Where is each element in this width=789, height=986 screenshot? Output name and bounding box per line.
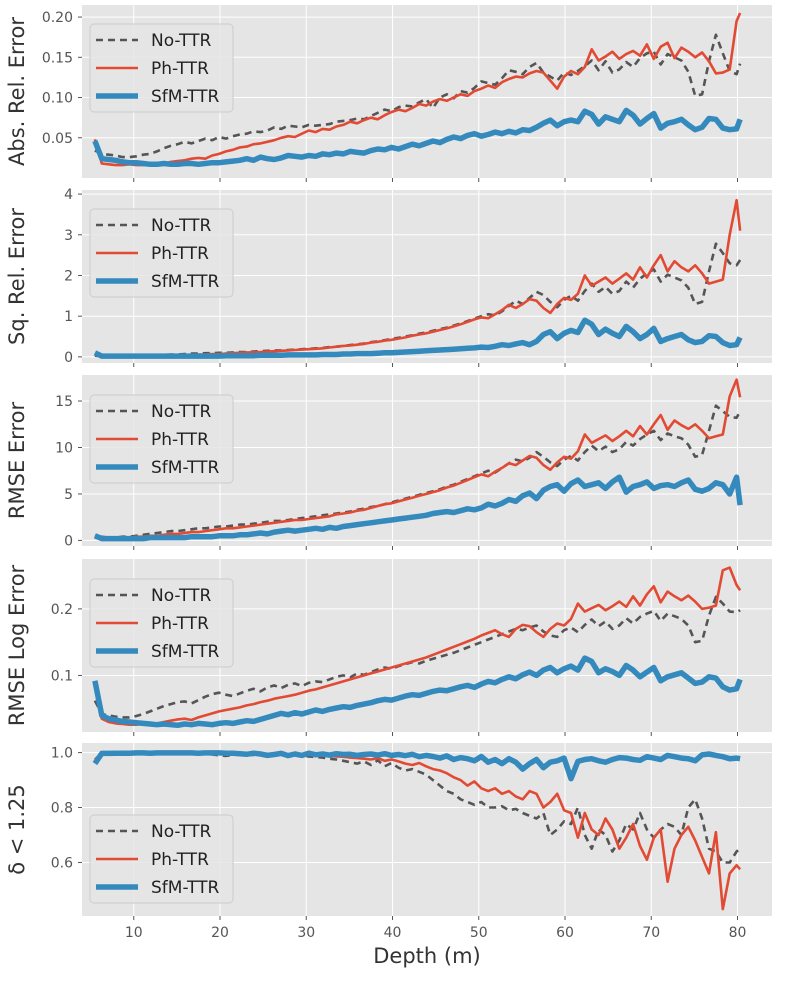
series-line-sfm-ttr	[93, 474, 743, 542]
x-tick-label: 30	[297, 925, 315, 941]
series-line-no-ttr	[94, 33, 742, 159]
y-axis-label: RMSE Log Error	[5, 564, 29, 726]
series-line-no-ttr	[93, 595, 741, 719]
x-tick-label: 80	[729, 925, 747, 941]
legend: No-TTR Ph-TTR SfM-TTR	[89, 814, 234, 904]
series-line-sfm-ttr	[92, 750, 741, 782]
legend: No-TTR Ph-TTR SfM-TTR	[89, 394, 234, 484]
x-tick-label: 50	[470, 925, 488, 941]
legend: No-TTR Ph-TTR SfM-TTR	[89, 208, 234, 298]
y-tick-label: 0	[64, 350, 73, 366]
y-tick-label: 0.05	[42, 131, 73, 147]
legend-label-ph-ttr: Ph-TTR	[151, 59, 209, 79]
legend: No-TTR Ph-TTR SfM-TTR	[89, 23, 234, 113]
y-tick-label: 4	[64, 187, 73, 203]
y-axis-label: δ < 1.25	[5, 784, 29, 875]
x-axis-label: Depth (m)	[373, 944, 480, 968]
legend-label-ph-ttr: Ph-TTR	[151, 614, 209, 634]
legend-label-ph-ttr: Ph-TTR	[151, 850, 209, 870]
x-tick-label: 40	[384, 925, 402, 941]
legend-label-sfm-ttr: SfM-TTR	[151, 642, 219, 662]
legend-label-ph-ttr: Ph-TTR	[151, 244, 209, 264]
series-line-sfm-ttr	[93, 317, 743, 359]
legend-label-sfm-ttr: SfM-TTR	[151, 878, 219, 898]
y-axis-label: RMSE Error	[5, 402, 29, 520]
legend-box	[89, 208, 234, 298]
y-tick-label: 0	[64, 533, 73, 549]
legend-box	[89, 23, 234, 113]
series-line-ph-ttr	[93, 12, 742, 167]
y-tick-label: 0.6	[51, 855, 73, 871]
legend-label-ph-ttr: Ph-TTR	[151, 430, 209, 450]
x-tick-label: 70	[642, 925, 660, 941]
legend-label-sfm-ttr: SfM-TTR	[151, 272, 219, 292]
y-axis-label: Abs. Rel. Error	[5, 17, 29, 166]
panel-3: 0 5 10 15 RMSE Error No-TTR Ph-TTR SfM-TTR	[5, 375, 772, 550]
legend-label-no-ttr: No-TTR	[151, 402, 211, 422]
y-tick-label: 0.1	[51, 668, 73, 684]
x-tick-label: 10	[125, 925, 143, 941]
legend-box	[89, 394, 234, 484]
series-line-ph-ttr	[94, 378, 742, 539]
y-tick-label: 0.20	[42, 10, 73, 26]
y-tick-label: 0.8	[51, 801, 73, 817]
y-tick-label: 5	[64, 487, 73, 503]
legend-label-sfm-ttr: SfM-TTR	[151, 87, 219, 107]
legend-label-no-ttr: No-TTR	[151, 822, 211, 842]
panel-1: 0.05 0.10 0.15 0.20 Abs. Rel. Error No-TTR Ph-…	[5, 5, 772, 182]
y-tick-label: 1	[64, 309, 73, 325]
y-tick-label: 10	[55, 440, 73, 456]
y-tick-label: 2	[64, 268, 73, 284]
y-axis-label: Sq. Rel. Error	[5, 208, 29, 345]
panel-4: 0.1 0.2 RMSE Log Error No-TTR Ph-TTR SfM-TTR	[5, 559, 772, 736]
series-line-sfm-ttr	[92, 107, 743, 168]
legend-box	[89, 814, 234, 904]
legend: No-TTR Ph-TTR SfM-TTR	[89, 578, 234, 668]
legend-label-no-ttr: No-TTR	[151, 586, 211, 606]
x-tick-label: 60	[556, 925, 574, 941]
x-tick-label: 20	[211, 925, 229, 941]
y-tick-label: 0.10	[42, 91, 73, 107]
legend-label-sfm-ttr: SfM-TTR	[151, 458, 219, 478]
panel-5: 0.6 0.8 1.0 δ < 1.25 No-TTR Ph-TTR SfM-TTR 10 20…	[5, 743, 772, 941]
legend-label-no-ttr: No-TTR	[151, 31, 211, 51]
y-tick-label: 15	[55, 394, 73, 410]
series-line-ph-ttr	[93, 566, 742, 726]
y-tick-label: 3	[64, 228, 73, 244]
y-tick-label: 1.0	[51, 746, 73, 762]
series-line-sfm-ttr	[92, 655, 743, 729]
panel-2: 0 1 2 3 4 Sq. Rel. Error No-TTR Ph-TTR SfM-TTR	[5, 187, 772, 367]
y-tick-label: 0.2	[51, 602, 73, 618]
y-tick-label: 0.15	[42, 50, 73, 66]
legend-box	[89, 578, 234, 668]
legend-label-no-ttr: No-TTR	[151, 216, 211, 236]
